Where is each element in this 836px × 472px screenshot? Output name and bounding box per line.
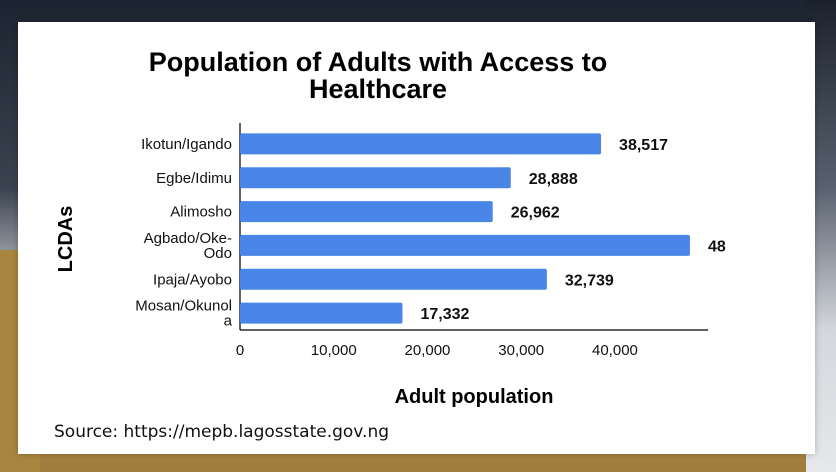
chart-title-line-1: Population of Adults with Access to [148, 47, 608, 77]
bar-chart: 38,517 Ikotun/Igando 28,888 Egbe/Idimu 26,96… [55, 123, 726, 408]
x-tick-label: 20,000 [405, 342, 451, 359]
chart-title: Population of Adults with Access to Heal… [78, 49, 678, 103]
data-label: 48 [708, 238, 726, 255]
chart-title-line-2: Healthcare [308, 74, 448, 104]
data-label: 26,962 [511, 205, 560, 222]
category-label: a [224, 313, 233, 330]
category-label: Egbe/Idimu [156, 170, 232, 187]
bar [240, 302, 403, 324]
x-axis-title: Adult population [395, 386, 554, 408]
x-tick-label: 30,000 [498, 342, 544, 359]
bar [240, 268, 547, 290]
category-label: Agbado/Oke- [144, 230, 232, 247]
category-label: Mosan/Okunol [135, 298, 232, 315]
chart-card: Population of Adults with Access to Heal… [18, 22, 815, 454]
bar [240, 133, 602, 155]
bar [240, 201, 493, 223]
category-label: Odo [204, 245, 232, 262]
source-note: Source: https://mepb.lagosstate.gov.ng [54, 422, 390, 442]
x-tick-label: 10,000 [311, 342, 357, 359]
x-tick-label: 40,000 [592, 342, 638, 359]
x-tick-label: 0 [236, 342, 244, 359]
data-label: 28,888 [529, 171, 578, 188]
data-label: 38,517 [619, 137, 668, 154]
bar [240, 167, 511, 189]
data-label: 32,739 [565, 272, 614, 289]
category-label: Ipaja/Ayobo [153, 271, 232, 288]
category-label: Alimosho [170, 204, 232, 221]
bar [240, 234, 690, 256]
category-label: Ikotun/Igando [141, 136, 232, 153]
data-label: 17,332 [420, 306, 469, 323]
y-axis-title: LCDAs [55, 206, 77, 273]
